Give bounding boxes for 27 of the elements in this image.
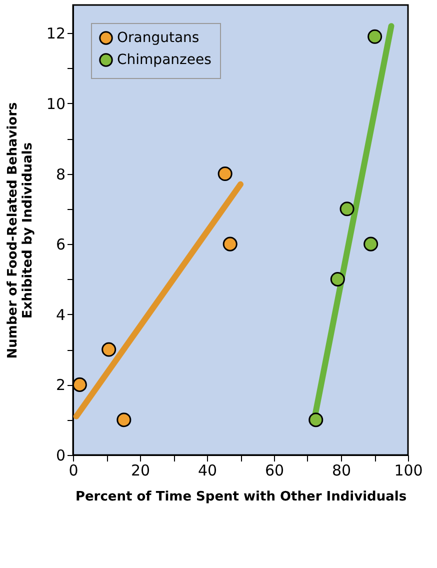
x-tick-label: 40	[198, 462, 218, 480]
y-tick-label: 12	[46, 24, 66, 43]
legend-label: Orangutans	[117, 30, 200, 46]
y-tick-label: 8	[56, 165, 66, 184]
x-axis-title: Percent of Time Spent with Other Individuals	[75, 490, 407, 504]
point	[102, 342, 116, 357]
x-tick-label: 60	[264, 462, 284, 480]
y-tick-label: 10	[46, 94, 66, 113]
point	[364, 236, 378, 252]
point	[368, 29, 382, 44]
y-tick-label: 6	[56, 236, 66, 254]
x-tick-label: 100	[394, 462, 423, 480]
legend-label: Chimpanzees	[117, 52, 212, 68]
x-tick-label: 80	[332, 462, 352, 480]
y-axis-title: Number of Food-Related Behaviors Exhibited by Individuals	[5, 102, 36, 359]
x-tick-label: 0	[68, 462, 78, 480]
point	[72, 377, 87, 392]
point	[116, 412, 132, 428]
point	[222, 236, 238, 252]
point	[340, 202, 354, 216]
x-tick-label: 20	[130, 462, 150, 480]
point	[218, 166, 232, 182]
point	[330, 272, 345, 286]
y-tick-label: 0	[56, 446, 66, 464]
y-tick-label: 4	[56, 306, 66, 324]
point	[308, 412, 324, 428]
y-tick-label: 2	[56, 376, 66, 394]
